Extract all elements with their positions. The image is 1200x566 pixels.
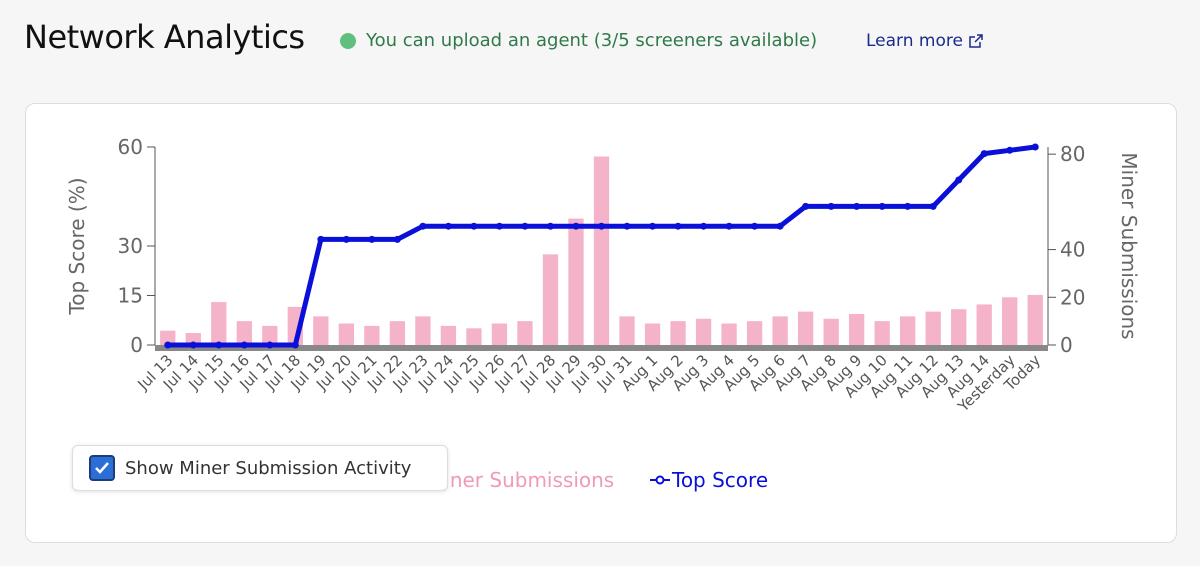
- y-tick-label: 60: [118, 135, 143, 159]
- line-point: [1006, 146, 1014, 154]
- bar: [1002, 297, 1018, 345]
- line-point: [649, 222, 657, 230]
- line-point: [317, 235, 325, 243]
- line-point: [623, 222, 631, 230]
- bar: [466, 328, 482, 345]
- line-point: [929, 202, 937, 210]
- bar: [389, 321, 406, 345]
- bar: [491, 323, 508, 345]
- line-point: [342, 235, 350, 243]
- bar: [797, 311, 814, 345]
- bar: [772, 316, 788, 345]
- bar: [721, 323, 737, 345]
- bar: [900, 316, 916, 345]
- bar: [670, 321, 686, 345]
- line-point: [904, 202, 912, 210]
- bar: [976, 304, 992, 345]
- bar: [1027, 294, 1043, 345]
- line-point: [700, 222, 708, 230]
- line-point: [521, 222, 529, 230]
- external-icon: [969, 34, 983, 48]
- bar: [313, 316, 329, 345]
- line-point: [751, 222, 759, 230]
- bar: [593, 156, 610, 345]
- bar: [542, 254, 559, 345]
- line-point: [215, 341, 223, 349]
- y-axis-label: Top Score (%): [65, 177, 89, 315]
- line-point: [1031, 143, 1039, 151]
- legend-dot: [655, 475, 665, 485]
- bar: [364, 325, 380, 345]
- line-point: [444, 222, 452, 230]
- status-text: You can upload an agent (3/5 screeners a…: [366, 30, 818, 51]
- y2-tick-label: 40: [1060, 238, 1085, 262]
- line-point: [674, 222, 682, 230]
- line-point: [419, 222, 427, 230]
- line-point: [827, 202, 835, 210]
- line-point: [240, 341, 248, 349]
- status-dot: [340, 32, 356, 49]
- page-title: Network Analytics: [24, 18, 305, 56]
- y2-tick-label: 20: [1060, 285, 1085, 309]
- y-tick-label: 15: [118, 284, 143, 308]
- bar: [619, 316, 635, 345]
- y-tick-label: 0: [130, 333, 143, 357]
- bar: [695, 318, 712, 345]
- bar: [415, 316, 431, 345]
- line-point: [802, 202, 810, 210]
- bar: [236, 321, 252, 345]
- line-point: [776, 222, 784, 230]
- link-text[interactable]: Learn more: [866, 31, 963, 51]
- bar: [160, 330, 176, 345]
- bar: [823, 318, 839, 345]
- line-point: [853, 202, 861, 210]
- bar: [262, 325, 278, 345]
- check-icon: [95, 462, 109, 474]
- bar: [874, 321, 890, 345]
- y2-tick-label: 0: [1060, 333, 1073, 357]
- learn-more[interactable]: Learn more: [866, 31, 983, 51]
- checkbox-box[interactable]: [89, 455, 115, 481]
- line-point: [725, 222, 733, 230]
- line-point: [878, 202, 886, 210]
- line-point: [393, 235, 401, 243]
- line-point: [164, 341, 172, 349]
- bar: [568, 218, 584, 345]
- y-tick-label: 30: [118, 234, 143, 258]
- line-point: [470, 222, 478, 230]
- bar: [644, 323, 661, 345]
- bar: [338, 323, 355, 345]
- bar: [951, 309, 967, 345]
- line-point: [266, 341, 274, 349]
- legend-label: Miner Submissions: [427, 468, 614, 492]
- line-point: [495, 222, 503, 230]
- y2-tick-label: 80: [1060, 142, 1085, 166]
- line-point: [955, 176, 963, 184]
- status: You can upload an agent (3/5 screeners a…: [340, 30, 817, 51]
- line-point: [598, 222, 605, 230]
- bar: [211, 302, 227, 345]
- line-point: [368, 235, 376, 243]
- bar: [848, 313, 865, 345]
- line-point: [546, 222, 554, 230]
- line-point: [572, 222, 580, 230]
- bar: [925, 311, 941, 345]
- bar: [440, 325, 457, 345]
- line-point: [189, 341, 197, 349]
- line-point: [980, 150, 988, 158]
- bar: [185, 333, 201, 345]
- legend-label: Top Score: [671, 468, 768, 492]
- checkbox[interactable]: Show Miner Submission Activity: [72, 445, 448, 491]
- y2-axis-label: Miner Submissions: [1117, 152, 1141, 339]
- x-axis-band: [155, 345, 1048, 351]
- bar: [746, 321, 763, 345]
- checkbox-label[interactable]: Show Miner Submission Activity: [125, 457, 412, 479]
- bar: [517, 321, 533, 345]
- line-point: [291, 341, 299, 349]
